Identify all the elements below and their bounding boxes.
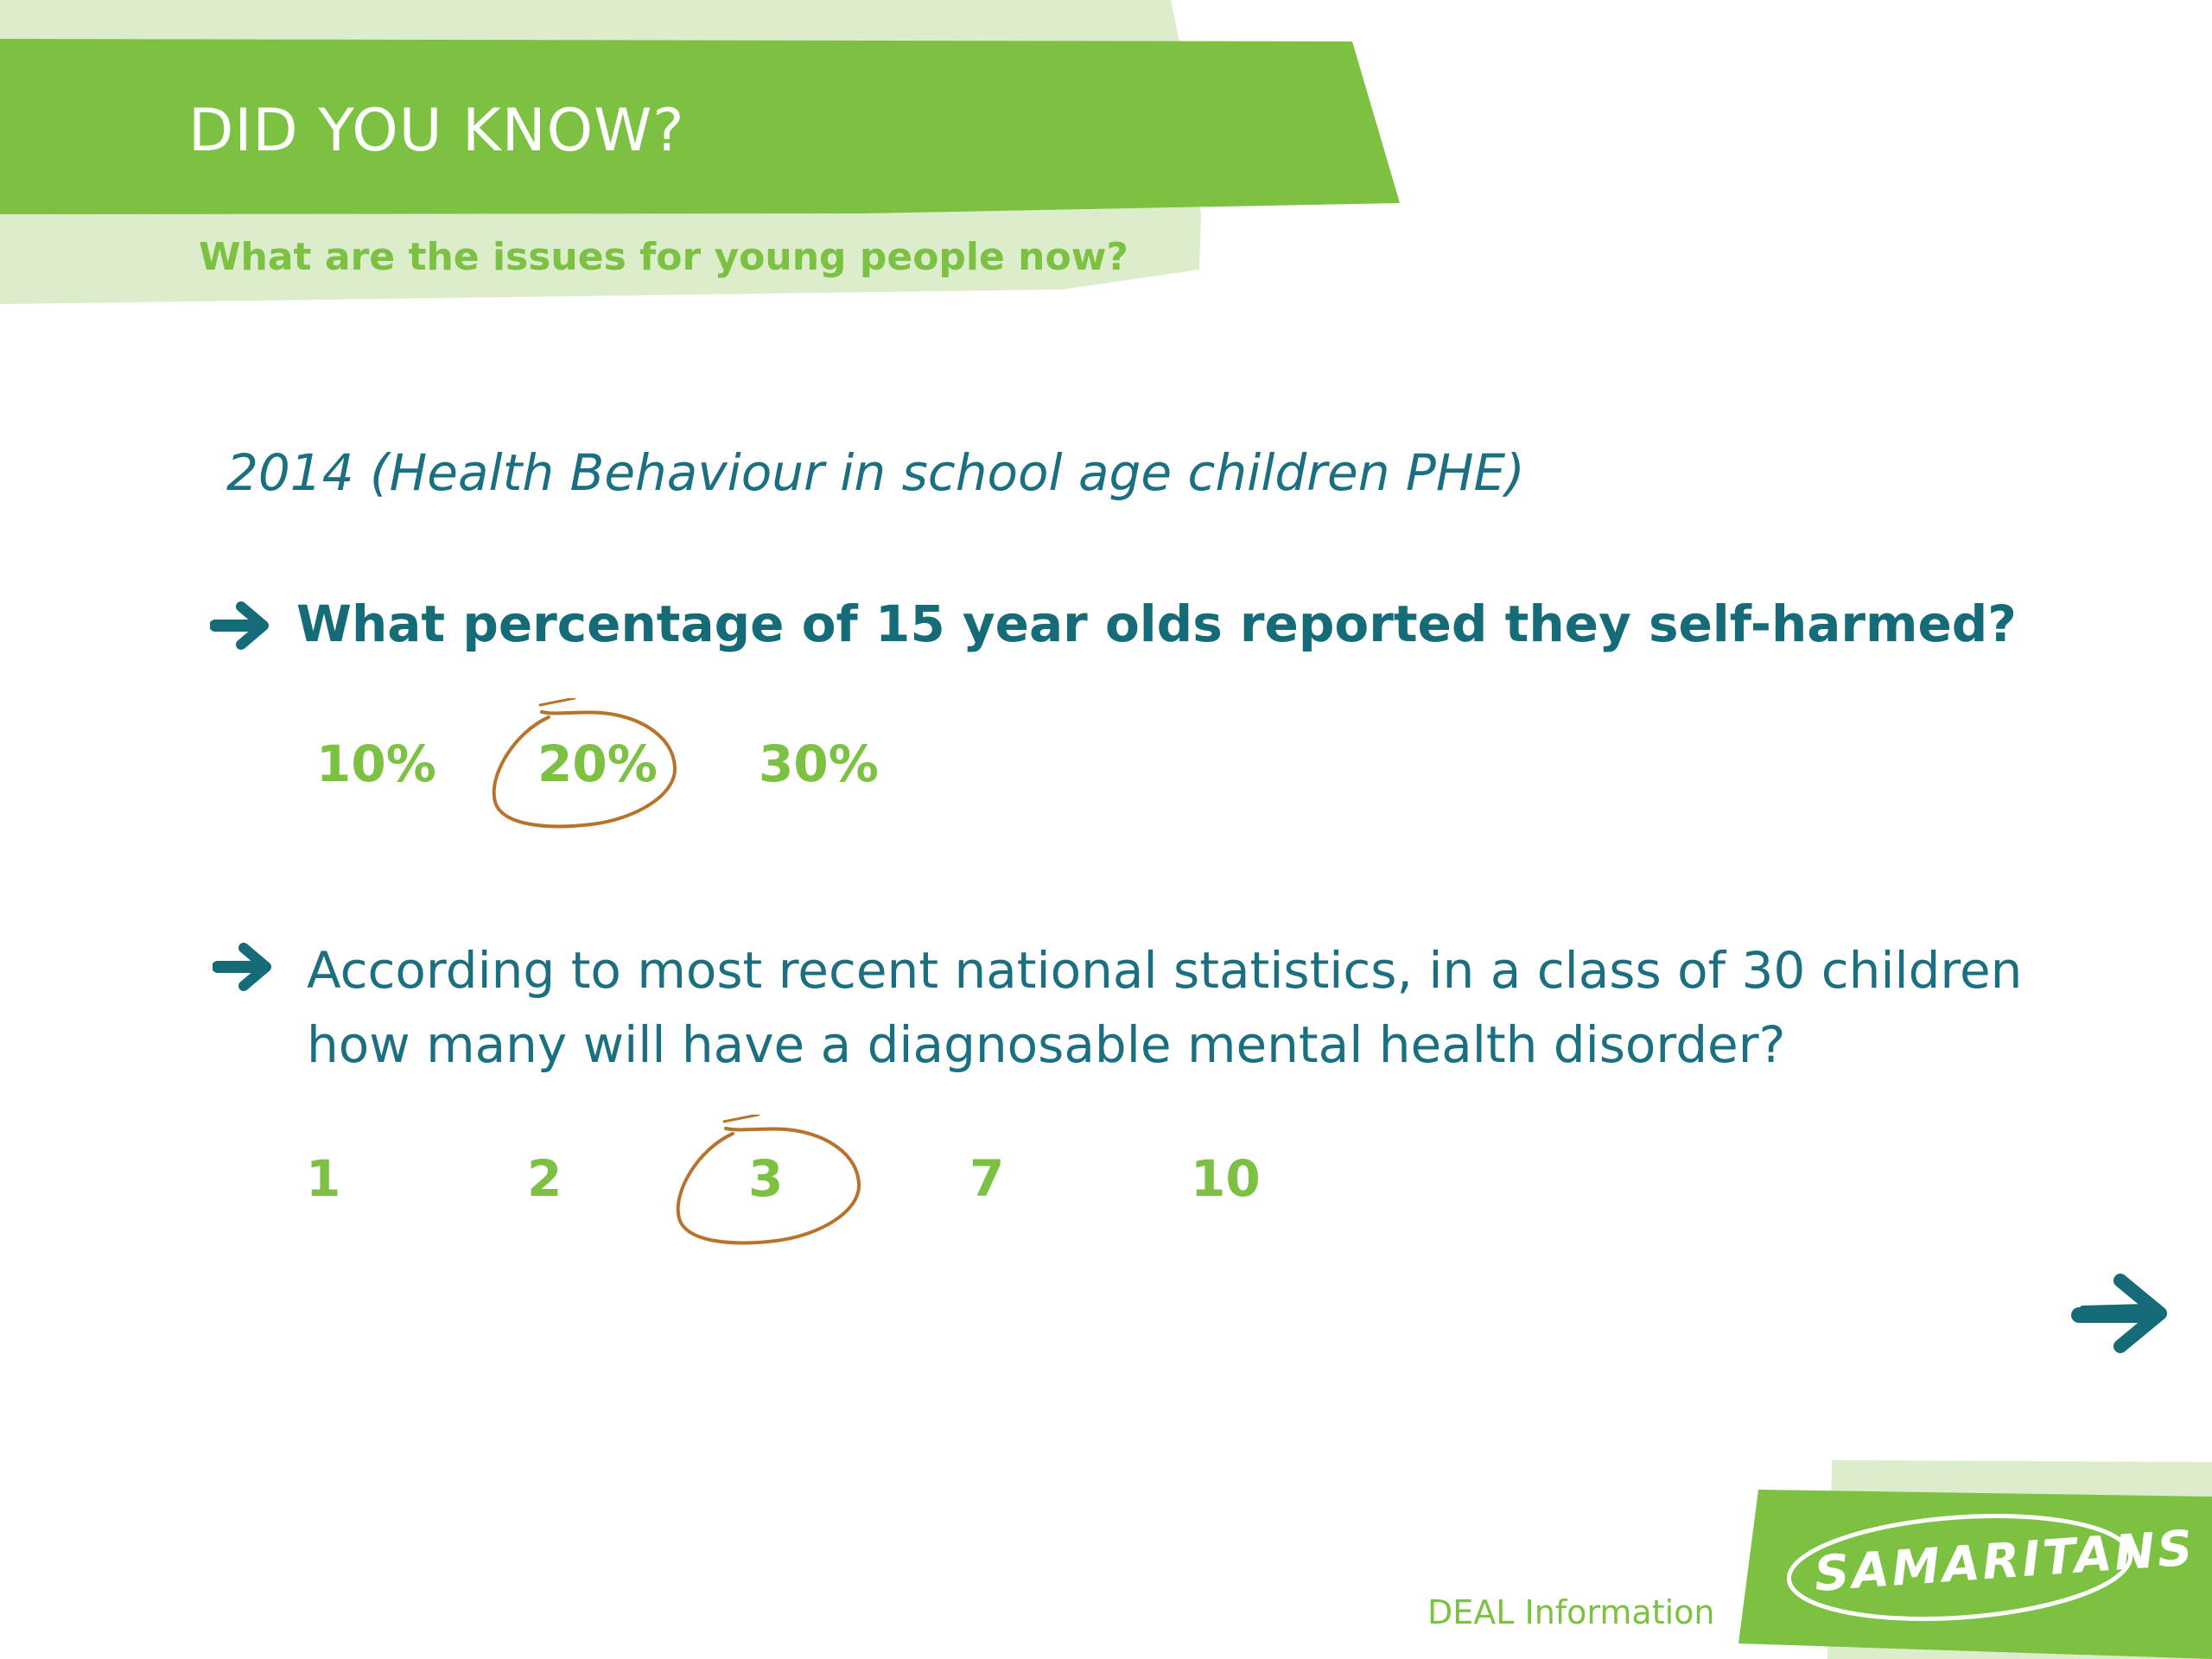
question-1: What percentage of 15 year olds reported…	[296, 594, 2017, 653]
q1-option-1[interactable]: 10%	[316, 734, 436, 793]
q2-option-4[interactable]: 7	[969, 1149, 1005, 1208]
next-arrow-icon[interactable]	[2070, 1270, 2174, 1357]
source-citation: 2014 (Health Behaviour in school age chi…	[226, 443, 1525, 502]
page-subtitle: What are the issues for young people now…	[199, 235, 1128, 279]
q2-option-3[interactable]: 3	[748, 1149, 784, 1208]
answer-circle	[492, 698, 677, 829]
question-2: According to most recent national statis…	[307, 941, 2023, 1074]
page-title: DID YOU KNOW?	[188, 97, 685, 165]
q2-option-5[interactable]: 10	[1191, 1149, 1261, 1208]
q1-option-3[interactable]: 30%	[759, 734, 879, 793]
q2-option-2[interactable]: 2	[527, 1149, 563, 1208]
answer-circle	[676, 1115, 861, 1245]
arrow-right-icon	[213, 943, 271, 991]
logo-oval	[1786, 1514, 2133, 1621]
q1-option-2[interactable]: 20%	[537, 734, 658, 793]
arrow-right-icon	[210, 601, 269, 650]
footer-label: DEAL Information	[1427, 1593, 1715, 1631]
q2-option-1[interactable]: 1	[306, 1149, 341, 1208]
